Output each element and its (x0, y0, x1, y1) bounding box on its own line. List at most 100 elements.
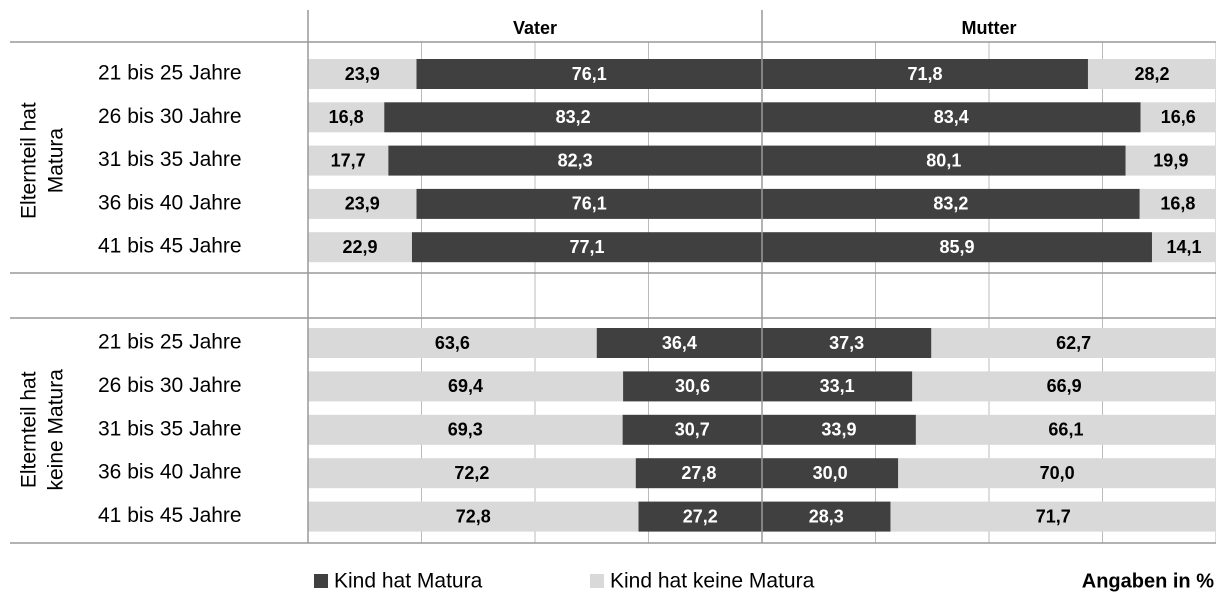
value-label: 17,7 (331, 150, 366, 170)
row-label: 21 bis 25 Jahre (98, 62, 242, 85)
bar-segment (762, 188, 1140, 219)
panel-title: Vater (513, 18, 557, 38)
value-label: 30,0 (813, 463, 848, 483)
value-label: 16,8 (1160, 194, 1195, 214)
legend-swatch (314, 574, 328, 588)
value-label: 30,7 (675, 420, 710, 440)
value-label: 23,9 (345, 64, 380, 84)
value-label: 76,1 (572, 64, 607, 84)
bar-segment (762, 59, 1088, 89)
bar-segment (308, 145, 389, 176)
group-label: keine Matura (45, 369, 68, 491)
bar-segment (912, 371, 1216, 402)
value-label: 83,4 (934, 107, 969, 127)
value-label: 85,9 (939, 237, 974, 257)
bar-segment (890, 501, 1216, 532)
bar-segment (308, 59, 417, 89)
bar-segment (308, 371, 624, 402)
bar-segment (308, 414, 623, 445)
value-label: 82,3 (558, 150, 593, 170)
bar-segment (635, 458, 762, 489)
bar-segment (762, 501, 891, 532)
bar-segment (1139, 188, 1216, 219)
value-label: 71,8 (907, 64, 942, 84)
value-label: 72,2 (454, 463, 489, 483)
value-label: 22,9 (342, 237, 377, 257)
value-label: 72,8 (456, 506, 491, 526)
bar-segment (762, 414, 916, 445)
bar-segment (596, 328, 762, 358)
bar-segment (416, 59, 762, 89)
bar-segment (638, 501, 762, 532)
bar-segment (308, 232, 412, 263)
bar-segment (308, 328, 597, 358)
frame (10, 10, 1216, 544)
bar-segment (1125, 145, 1216, 176)
bar-segment (308, 102, 385, 133)
bar-segment (1151, 232, 1216, 263)
bar-segment (762, 232, 1152, 263)
value-label: 33,1 (820, 376, 855, 396)
row-label: 21 bis 25 Jahre (98, 331, 242, 354)
value-label: 37,3 (829, 333, 864, 353)
value-label: 27,2 (683, 506, 718, 526)
bar-segment (898, 458, 1216, 489)
value-label: 69,4 (448, 376, 483, 396)
row-label: 31 bis 35 Jahre (98, 417, 242, 440)
value-label: 70,0 (1040, 463, 1075, 483)
bar-segment (308, 188, 417, 219)
value-label: 36,4 (662, 333, 697, 353)
value-label: 66,9 (1047, 376, 1082, 396)
row-label: 41 bis 45 Jahre (98, 504, 242, 527)
value-label: 23,9 (345, 194, 380, 214)
value-label: 28,3 (809, 506, 844, 526)
bar-segment (762, 145, 1126, 176)
legend-label: Kind hat Matura (334, 570, 483, 593)
group-label: Matura (45, 128, 68, 194)
value-label: 69,3 (448, 420, 483, 440)
bar-segment (762, 458, 899, 489)
row-label: 31 bis 35 Jahre (98, 148, 242, 171)
bars (308, 59, 1216, 532)
value-label: 33,9 (821, 420, 856, 440)
bar-segment (762, 371, 913, 402)
bar-segment (623, 371, 762, 402)
value-label: 28,2 (1134, 64, 1169, 84)
bar-segment (416, 188, 762, 219)
legend-swatch (590, 574, 604, 588)
row-label: 36 bis 40 Jahre (98, 461, 242, 484)
value-label: 66,1 (1048, 420, 1083, 440)
value-label: 14,1 (1166, 237, 1201, 257)
value-label: 83,2 (933, 194, 968, 214)
value-label: 16,8 (329, 107, 364, 127)
bar-segment (411, 232, 762, 263)
bar-segment (388, 145, 762, 176)
bar-segment (308, 458, 636, 489)
value-label: 27,8 (681, 463, 716, 483)
value-label: 19,9 (1153, 150, 1188, 170)
value-label: 83,2 (556, 107, 591, 127)
value-label: 77,1 (569, 237, 604, 257)
bar-segment (762, 102, 1141, 133)
group-label: Elternteil hat (18, 371, 41, 488)
value-label: 30,6 (675, 376, 710, 396)
note: Angaben in % (1082, 570, 1214, 592)
row-label: 36 bis 40 Jahre (98, 191, 242, 214)
bar-segment (622, 414, 762, 445)
bar-segment (1140, 102, 1216, 133)
value-label: 71,7 (1036, 506, 1071, 526)
bar-segment (1087, 59, 1216, 89)
row-label: 26 bis 30 Jahre (98, 374, 242, 397)
panel-title: Mutter (962, 18, 1017, 38)
value-label: 62,7 (1056, 333, 1091, 353)
bar-segment (384, 102, 762, 133)
value-label: 80,1 (926, 150, 961, 170)
value-label: 16,6 (1161, 107, 1196, 127)
row-label: 41 bis 45 Jahre (98, 235, 242, 258)
bar-segment (931, 328, 1216, 358)
legend-label: Kind hat keine Matura (610, 570, 815, 593)
bar-segment (762, 328, 932, 358)
bar-segment (308, 501, 639, 532)
value-label: 76,1 (572, 194, 607, 214)
